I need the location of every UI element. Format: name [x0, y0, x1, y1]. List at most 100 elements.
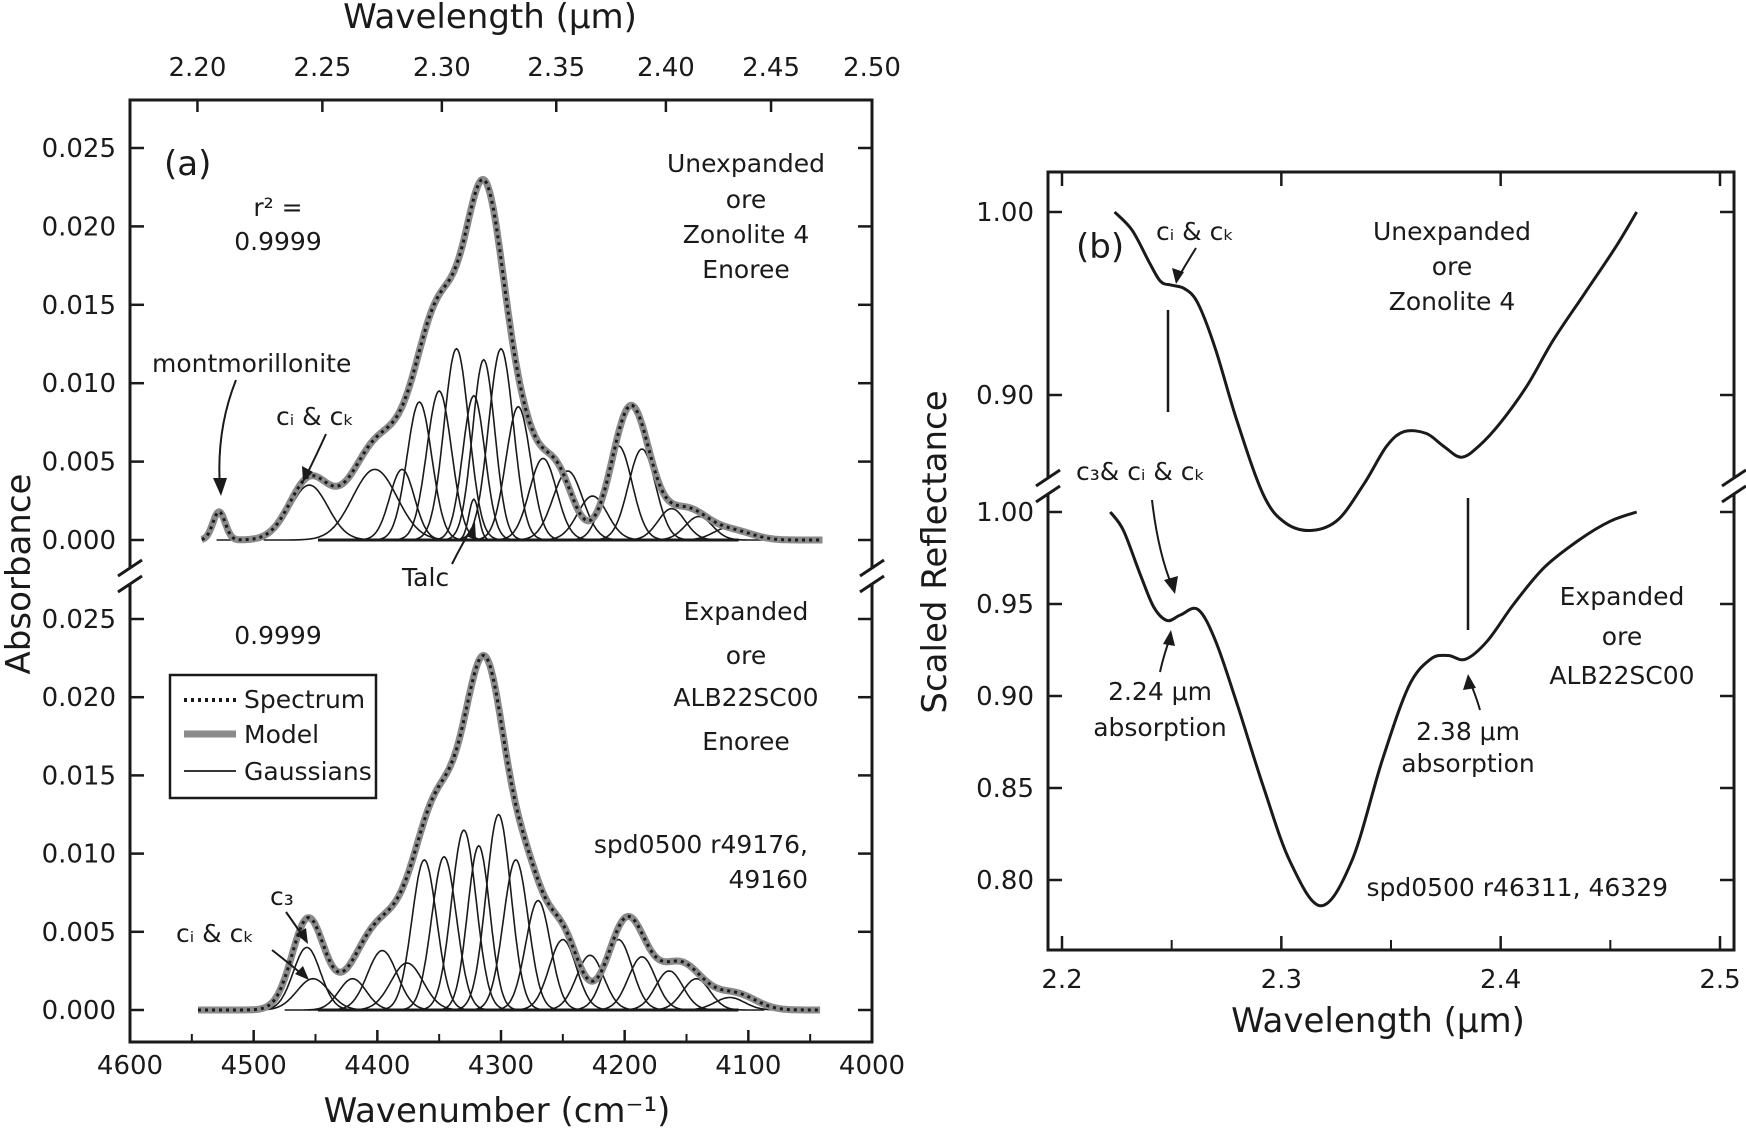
y-tick-label: 0.025 [42, 134, 116, 164]
y-tick-label: 0.010 [42, 840, 116, 870]
panel-a: 4600 4500 4400 4300 4200 4100 4000 2.20 2.25 2.3… [0, 0, 905, 1129]
axis-break-b-left [1035, 468, 1061, 504]
x-tick-label: 4600 [97, 1051, 163, 1081]
b-y-tick-label: 0.90 [976, 381, 1034, 411]
panel-b-curves [1109, 210, 1638, 908]
y-tick-label: 0.015 [42, 291, 116, 321]
x2-tick-label: 2.30 [413, 53, 471, 83]
b-y-tick-label: 0.90 [976, 682, 1034, 712]
x-tick-label: 4100 [715, 1051, 781, 1081]
gaussian-component [263, 468, 487, 541]
axis-break-b-right [1721, 468, 1746, 504]
x-tick-label: 4000 [839, 1051, 905, 1081]
y-tick-label: 0.000 [42, 996, 116, 1026]
b-y-tick-label: 0.95 [976, 590, 1034, 620]
top-title-line-3: Zonolite 4 [683, 220, 810, 249]
x-tick-label: 4200 [592, 1051, 658, 1081]
y-tick-label: 0.020 [42, 683, 116, 713]
arrow-montmorillonite [218, 379, 237, 489]
annotation-ck-bottom: cᵢ & cₖ [176, 919, 254, 948]
y-tick-label: 0.015 [42, 761, 116, 791]
b-series-unexpanded [1113, 210, 1638, 532]
y-tick-label: 0.005 [42, 448, 116, 478]
b-upper-title-line-1: Unexpanded [1373, 217, 1531, 246]
y-tick-label: 0.000 [42, 526, 116, 556]
panel-b-x-title: Wavelength (μm) [1231, 1001, 1525, 1041]
annotation-talc: Talc [401, 563, 449, 592]
b-arrowhead-ck [1172, 268, 1184, 284]
legend-label-model: Model [244, 720, 319, 749]
b-annotation-c3ck: c₃& cᵢ & cₖ [1076, 457, 1205, 486]
b-spd-label: spd0500 r46311, 46329 [1366, 873, 1668, 902]
b-x-tick-label: 2.3 [1261, 965, 1302, 995]
b-lower-title-line-2: ore [1602, 622, 1642, 651]
panel-a-bottom-curves [195, 651, 823, 1014]
bottom-title-line-1: Expanded [684, 597, 809, 626]
panel-b-label: (b) [1076, 227, 1124, 267]
x2-tick-label: 2.40 [637, 53, 695, 83]
top-title-line-2: ore [726, 185, 766, 214]
b-arrowhead-224 [1163, 630, 1175, 646]
arrow-ck-top [305, 433, 327, 477]
b-x-tick-label: 2.5 [1699, 965, 1740, 995]
gaussian-component [603, 507, 740, 541]
axis-break-left [117, 558, 143, 594]
b-abs238-line-2: absorption [1401, 749, 1535, 778]
talc-gaussian [449, 498, 499, 541]
panel-a-y-title: Absorbance [0, 474, 39, 675]
gaussian-component [216, 484, 403, 541]
r2-value-bottom: 0.9999 [234, 621, 321, 650]
x2-tick-label: 2.45 [742, 53, 800, 83]
panel-a-label: (a) [164, 144, 211, 184]
bottom-title-line-2: ore [726, 641, 766, 670]
b-abs238-line-1: 2.38 μm [1416, 717, 1520, 746]
y-tick-label: 0.025 [42, 605, 116, 635]
panel-a-x2-title: Wavelength (μm) [343, 0, 637, 37]
annotation-ck-top: cᵢ & cₖ [276, 402, 354, 431]
b-y-tick-label: 1.00 [976, 498, 1034, 528]
b-y-tick-label: 0.80 [976, 866, 1034, 896]
b-y-tick-label: 0.85 [976, 774, 1034, 804]
y-tick-label: 0.005 [42, 918, 116, 948]
panel-a-x-title: Wavenumber (cm⁻¹) [324, 1091, 671, 1129]
arrowhead-talc [466, 522, 476, 540]
spectrum-curve [198, 653, 821, 1012]
b-y-tick-label: 1.00 [976, 198, 1034, 228]
gaussian-component [601, 970, 738, 1011]
top-title-line-4: Enoree [702, 255, 789, 284]
legend-label-gaussians: Gaussians [244, 757, 372, 786]
arrowhead-ck-top [302, 466, 313, 482]
x-tick-label: 4300 [468, 1051, 534, 1081]
annotation-c3: c₃ [270, 882, 294, 911]
panel-b-ticks: 2.2 2.3 2.4 2.5 0.90 1.00 0.80 0.85 0.90 0.95 1.00 [976, 172, 1741, 995]
x2-tick-label: 2.25 [293, 53, 351, 83]
b-series-expanded [1109, 510, 1638, 908]
b-x-tick-label: 2.4 [1480, 965, 1521, 995]
r2-label: r² = [253, 193, 302, 222]
b-arrowhead-238 [1463, 674, 1476, 690]
panel-a-y-top-ticks: 0.000 0.005 0.010 0.015 0.020 0.025 [42, 134, 872, 556]
spd-a-line-1: spd0500 r49176, [594, 830, 808, 859]
arrowhead-ck-bottom [295, 966, 309, 980]
bottom-title-line-3: ALB22SC00 [673, 683, 818, 712]
b-upper-title-line-2: ore [1432, 252, 1472, 281]
panel-a-top-ticks: 2.20 2.25 2.30 2.35 2.40 2.45 2.50 [169, 53, 901, 112]
b-abs224-line-2: absorption [1093, 713, 1227, 742]
y-tick-label: 0.010 [42, 369, 116, 399]
gaussian-component [630, 515, 767, 541]
arrowhead-c3 [296, 928, 308, 944]
panel-a-y-bottom-ticks: 0.000 0.005 0.010 0.015 0.020 0.025 [42, 605, 872, 1026]
gaussian-component [357, 401, 482, 541]
panel-a-ticks: 4600 4500 4400 4300 4200 4100 4000 [97, 1030, 905, 1081]
b-arrowhead-c3ck [1164, 576, 1178, 594]
b-x-tick-label: 2.2 [1041, 965, 1082, 995]
gaussian-component [340, 468, 464, 541]
bottom-title-line-4: Enoree [702, 727, 789, 756]
panel-b: 2.2 2.3 2.4 2.5 0.90 1.00 0.80 0.85 0.90 0.95 1.00… [915, 170, 1746, 1041]
gaussian-component [628, 977, 765, 1011]
b-arrow-c3ck [1151, 499, 1173, 587]
x2-tick-label: 2.20 [169, 53, 227, 83]
x2-tick-label: 2.35 [527, 53, 585, 83]
spectrum-curve [201, 177, 823, 542]
